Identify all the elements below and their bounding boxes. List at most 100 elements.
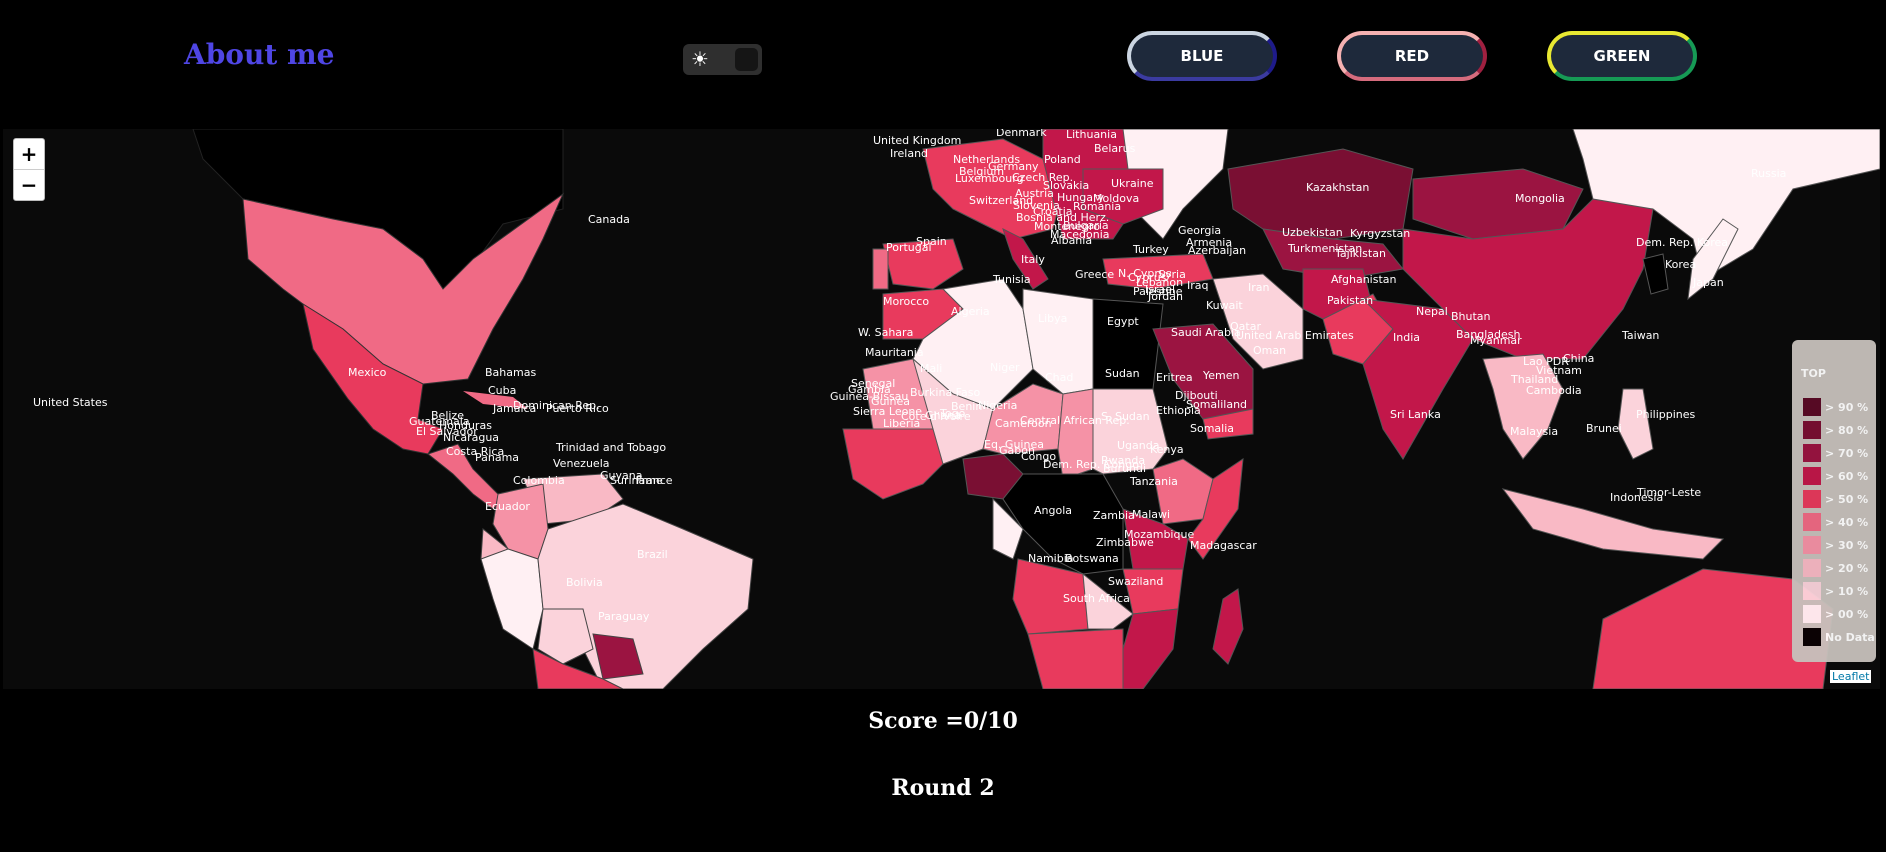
country-argentina[interactable]	[532, 648, 624, 689]
legend-item: > 40 %	[1803, 513, 1868, 531]
legend-item: > 20 %	[1803, 559, 1868, 577]
legend-swatch	[1803, 467, 1821, 485]
country-label: Dem. Rep. Korea	[1636, 236, 1728, 249]
country-label: Azerbaijan	[1188, 244, 1246, 257]
country-label: Belgium	[959, 165, 1004, 178]
country-label: Hungary	[1057, 191, 1104, 204]
country-label: Mozambique	[1124, 528, 1194, 541]
country-kenya[interactable]	[1122, 508, 1189, 570]
country-label: Iran	[1248, 281, 1270, 294]
country-label: S. Sudan	[1101, 410, 1150, 423]
country-label: Burkina Faso	[910, 386, 980, 399]
country-label: Ukraine	[1111, 177, 1154, 190]
country-angola[interactable]	[1012, 558, 1089, 635]
country-mozambique[interactable]	[1122, 608, 1179, 689]
country-brazil[interactable]	[537, 503, 754, 689]
country-label: Swaziland	[1108, 575, 1163, 588]
country-label: Yemen	[1202, 369, 1240, 382]
map-svg[interactable]: Canada United States Mexico Bahamas Cuba Jama…	[3, 129, 1880, 689]
country-label: Chad	[1045, 371, 1073, 384]
country-china[interactable]	[1402, 198, 1654, 360]
country-label: Brazil	[637, 548, 668, 561]
country-label: Afghanistan	[1331, 273, 1397, 286]
country-west-africa[interactable]	[842, 428, 944, 500]
country-label: Benin	[951, 400, 982, 413]
country-korea[interactable]	[1642, 253, 1669, 295]
country-label: Ecuador	[485, 500, 530, 513]
country-label: Tunisia	[992, 273, 1031, 286]
country-label: Côte d'Ivoire	[901, 410, 971, 423]
about-me-link[interactable]: About me	[184, 38, 335, 71]
country-label: Uzbekistan	[1282, 226, 1343, 239]
country-kazakhstan[interactable]	[1227, 148, 1414, 240]
country-label: Japan	[1692, 276, 1724, 289]
country-label: Gambia	[848, 383, 891, 396]
country-label: Cambodia	[1526, 384, 1582, 397]
country-madagascar[interactable]	[1212, 588, 1244, 665]
country-label: Central African Rep.	[1020, 414, 1130, 427]
country-spain[interactable]	[882, 238, 964, 290]
country-japan[interactable]	[1687, 218, 1739, 301]
country-label: Lebanon	[1136, 276, 1183, 289]
legend-item: > 80 %	[1803, 421, 1868, 439]
country-label: Puerto Rico	[546, 402, 609, 415]
country-label: N. Cyprus	[1118, 267, 1172, 280]
country-yemen[interactable]	[1202, 408, 1254, 440]
country-label: Sudan	[1105, 367, 1140, 380]
country-label: Morocco	[883, 295, 929, 308]
country-label: Botswana	[1065, 552, 1119, 565]
country-label: Zambia	[1093, 509, 1135, 522]
country-italy[interactable]	[1002, 228, 1049, 290]
country-label: Jordan	[1147, 290, 1183, 303]
leaflet-attribution[interactable]: Leaflet	[1830, 670, 1872, 683]
country-label: Malaysia	[1510, 425, 1558, 438]
country-ukraine[interactable]	[1082, 168, 1164, 225]
country-label: Colombia	[513, 474, 565, 487]
country-label: United States	[33, 396, 108, 409]
legend-item: > 10 %	[1803, 582, 1868, 600]
country-gabon[interactable]	[992, 497, 1024, 560]
country-southern-africa[interactable]	[1027, 628, 1124, 689]
country-mexico[interactable]	[302, 302, 444, 455]
zoom-out-button[interactable]: −	[20, 173, 38, 197]
green-theme-button[interactable]: GREEN	[1547, 31, 1697, 81]
red-theme-button[interactable]: RED	[1337, 31, 1487, 81]
country-peru[interactable]	[480, 548, 544, 650]
country-label: Germany	[988, 160, 1039, 173]
country-indonesia[interactable]	[1501, 488, 1725, 560]
country-paraguay[interactable]	[592, 633, 644, 680]
country-label: Liberia	[883, 417, 920, 430]
country-turkey[interactable]	[1102, 253, 1214, 290]
world-map[interactable]: Canada United States Mexico Bahamas Cuba Jama…	[3, 129, 1880, 689]
country-cuba[interactable]	[463, 391, 528, 409]
country-label: Libya	[1038, 312, 1067, 325]
country-label: Ireland	[890, 147, 928, 160]
country-iran[interactable]	[1212, 273, 1304, 370]
country-portugal[interactable]	[872, 248, 889, 290]
blue-theme-button[interactable]: BLUE	[1127, 31, 1277, 81]
country-label: Croatia	[1033, 205, 1073, 218]
country-bolivia[interactable]	[537, 608, 594, 665]
country-label: Oman	[1253, 344, 1286, 357]
legend-label: No Data	[1825, 630, 1875, 644]
zoom-control: + −	[13, 138, 45, 201]
legend-item: No Data	[1803, 628, 1875, 646]
country-label: Suriname	[610, 474, 663, 487]
country-label: Macedonia	[1050, 228, 1110, 241]
country-label: Congo	[1021, 450, 1056, 463]
zoom-in-button[interactable]: +	[14, 139, 44, 170]
country-label: Dem. Rep. Congo	[1043, 458, 1139, 471]
country-western-europe[interactable]	[922, 138, 1064, 240]
country-label: Belarus	[1094, 142, 1136, 155]
theme-toggle[interactable]: ☀	[683, 44, 762, 75]
country-label: South Africa	[1063, 592, 1130, 605]
country-label: Brunei	[1586, 422, 1622, 435]
country-somalia[interactable]	[1187, 457, 1244, 560]
country-zambia[interactable]	[1082, 572, 1134, 630]
country-southeast-asia[interactable]	[1482, 353, 1564, 460]
country-label: Paraguay	[598, 610, 650, 623]
country-label: Saudi Arabia	[1171, 326, 1241, 339]
country-label: Kyrgyzstan	[1350, 227, 1410, 240]
country-usa[interactable]	[242, 192, 565, 385]
country-philippines[interactable]	[1617, 388, 1654, 460]
